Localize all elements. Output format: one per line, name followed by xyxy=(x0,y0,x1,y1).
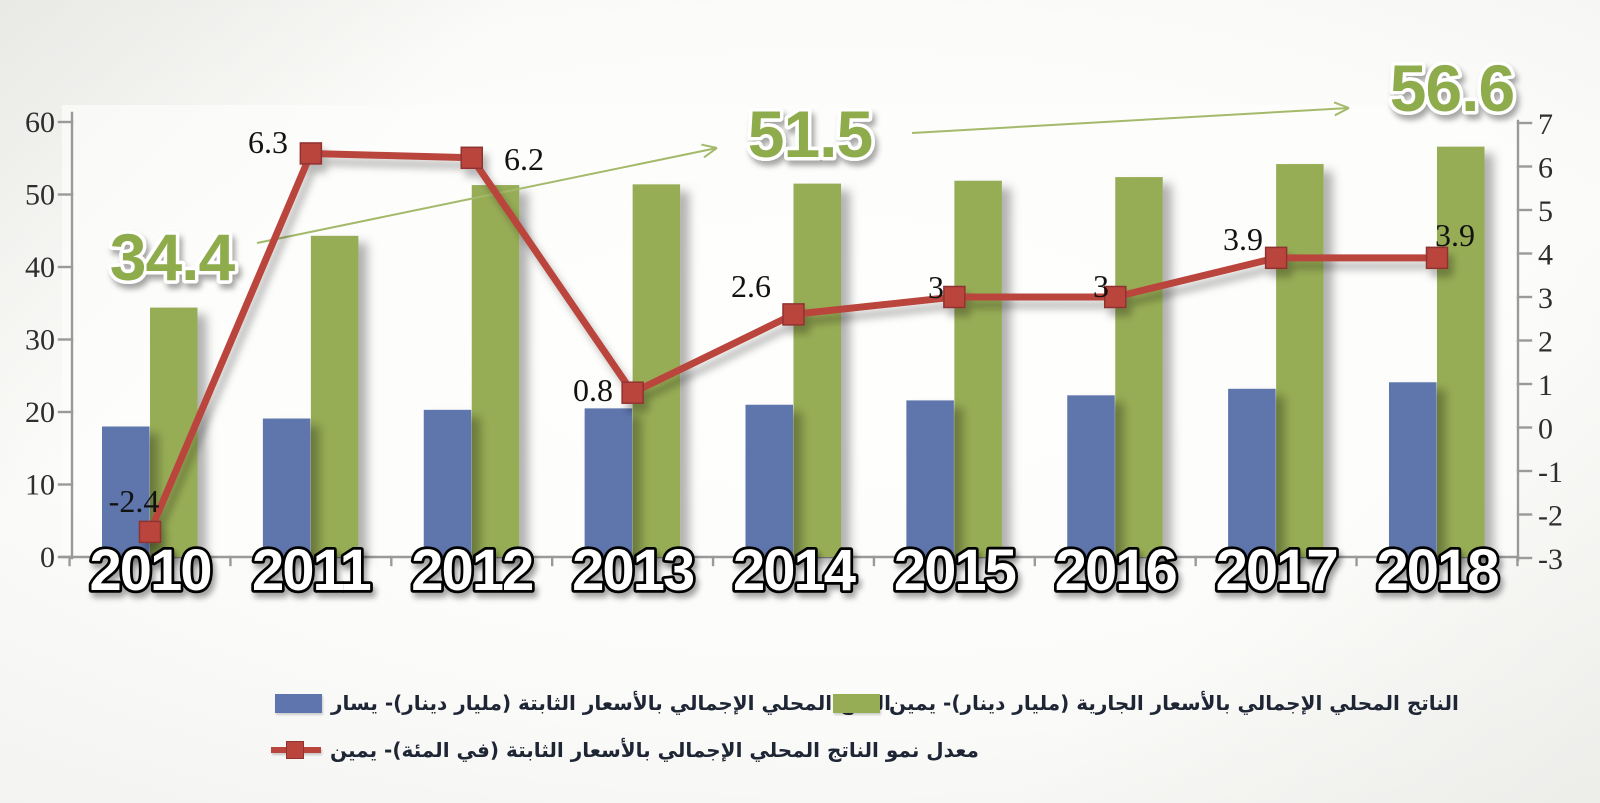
legend-growth-square-marker xyxy=(286,741,304,759)
trend-arrowhead-1-1 xyxy=(703,147,718,159)
series-growth-line xyxy=(138,142,1449,544)
year-label-2014: 2014 xyxy=(733,538,856,603)
right-axis-label-4: 4 xyxy=(1538,239,1553,272)
left-axis-label-20: 20 xyxy=(25,396,55,429)
growth-point-label-2012: 6.2 xyxy=(504,141,544,177)
year-label-2018: 2018 xyxy=(1376,538,1498,603)
growth-marker-2012 xyxy=(460,146,483,170)
callout-56.6: 56.6 xyxy=(1390,51,1514,125)
year-label-2016: 2016 xyxy=(1055,538,1177,603)
growth-point-label-2011: 6.3 xyxy=(248,124,288,160)
left-axis-label-10: 10 xyxy=(25,469,55,502)
right-axis-label--2: -2 xyxy=(1538,500,1563,533)
year-label-2015: 2015 xyxy=(894,538,1016,603)
growth-marker-2015 xyxy=(943,285,966,309)
bar-current-2011 xyxy=(310,235,359,557)
bar-constant-2011 xyxy=(262,418,311,557)
bar-constant-2013 xyxy=(584,408,633,557)
left-axis-label-50: 50 xyxy=(25,179,55,212)
year-label-2012: 2012 xyxy=(411,538,532,603)
left-axis-label-60: 60 xyxy=(25,106,55,139)
callout-51.5: 51.5 xyxy=(748,97,872,171)
year-label-2011: 2011 xyxy=(252,538,371,603)
callout-34.4: 34.4 xyxy=(110,220,236,294)
legend-label-constant-prices: الناتج المحلي الإجمالي بالأسعار الثابتة … xyxy=(331,691,892,715)
bar-current-2015 xyxy=(954,180,1002,557)
right-axis-label-5: 5 xyxy=(1538,195,1553,228)
growth-point-label-2014: 2.6 xyxy=(731,268,771,304)
legend-swatch-growth-line-marker xyxy=(271,740,321,760)
right-axis-label-3: 3 xyxy=(1538,282,1553,315)
left-axis-label-30: 30 xyxy=(25,324,55,357)
growth-point-label-2017: 3.9 xyxy=(1223,221,1263,257)
legend-label-growth-rate: معدل نمو الناتج المحلي الإجمالي بالأسعار… xyxy=(330,738,979,762)
growth-point-label-2015: 3 xyxy=(928,269,944,305)
growth-marker-2013 xyxy=(621,381,644,404)
left-axis-label-40: 40 xyxy=(25,251,55,284)
right-axis-label--3: -3 xyxy=(1538,543,1563,576)
left-axis-label-0: 0 xyxy=(40,541,55,574)
growth-marker-2017 xyxy=(1264,246,1288,270)
bar-constant-2016 xyxy=(1067,395,1115,557)
trend-arrow-line-1 xyxy=(256,147,718,244)
legend-label-current-prices: الناتج المحلي الإجمالي بالأسعار الجارية … xyxy=(889,691,1459,715)
legend-item-growth-rate: معدل نمو الناتج المحلي الإجمالي بالأسعار… xyxy=(271,738,979,762)
trend-arrow-line-2 xyxy=(911,107,1350,134)
bar-constant-2012 xyxy=(423,409,472,557)
bar-current-2017 xyxy=(1276,164,1324,558)
trend-arrowhead-1-0 xyxy=(701,143,718,149)
legend-item-constant-prices: الناتج المحلي الإجمالي بالأسعار الثابتة … xyxy=(275,691,891,715)
trend-arrowhead-2-0 xyxy=(1333,101,1350,109)
series-constant-prices-bars xyxy=(102,382,1437,557)
growth-marker-2018 xyxy=(1425,246,1449,270)
growth-point-label-2010: -2.4 xyxy=(109,483,160,519)
legend-swatch-constant-prices-blue xyxy=(275,693,322,713)
right-axis-label-0: 0 xyxy=(1538,413,1553,446)
growth-marker-2016 xyxy=(1104,285,1127,309)
right-axis-label-6: 6 xyxy=(1538,152,1553,185)
legend-item-current-prices: الناتج المحلي الإجمالي بالأسعار الجارية … xyxy=(833,691,1459,715)
year-label-2013: 2013 xyxy=(572,538,694,603)
growth-point-label-2018: 3.9 xyxy=(1435,217,1475,253)
growth-point-label-2013: 0.8 xyxy=(573,372,613,408)
year-label-2010: 2010 xyxy=(89,538,210,603)
trend-arrowhead-2-1 xyxy=(1334,107,1350,117)
legend-swatch-current-prices-green xyxy=(833,693,880,713)
bar-constant-2018 xyxy=(1389,382,1437,557)
growth-point-label-2016: 3 xyxy=(1093,268,1109,304)
series-current-prices-bars xyxy=(150,146,1485,558)
growth-marker-2010 xyxy=(138,520,162,544)
bar-constant-2017 xyxy=(1228,388,1276,557)
growth-marker-2011 xyxy=(299,142,323,165)
right-axis-label--1: -1 xyxy=(1538,456,1563,489)
bar-current-2014 xyxy=(793,183,841,557)
right-axis-label-2: 2 xyxy=(1538,326,1553,359)
right-axis-label-1: 1 xyxy=(1538,369,1553,402)
bar-current-2012 xyxy=(471,185,520,557)
right-axis-label-7: 7 xyxy=(1538,108,1553,141)
year-labels: 2010 2011 2012 2013 2014 2015 2016 2017 2018 xyxy=(87,535,1503,606)
growth-marker-2014 xyxy=(782,303,805,326)
bar-current-2016 xyxy=(1115,177,1163,557)
value-callouts: 34.4 51.5 56.6 xyxy=(106,48,1518,298)
trend-arrows xyxy=(256,101,1350,244)
bar-current-2018 xyxy=(1437,146,1485,557)
bar-constant-2015 xyxy=(906,400,954,557)
year-label-2017: 2017 xyxy=(1216,538,1337,603)
bar-constant-2014 xyxy=(745,404,793,557)
